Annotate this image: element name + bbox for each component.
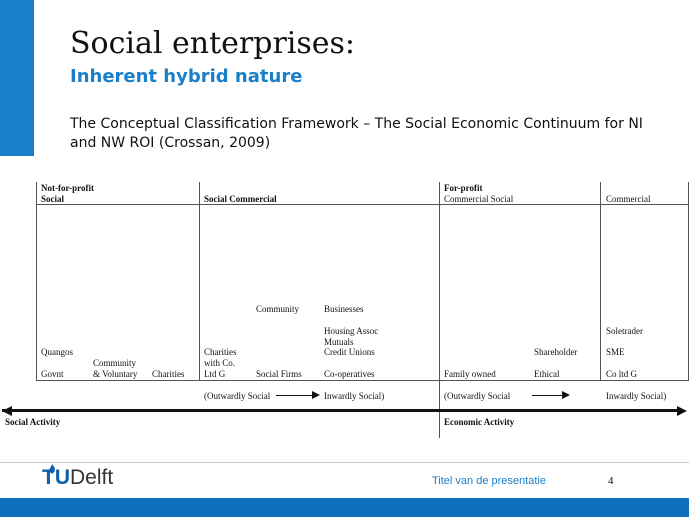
- cell-charities-co: Charities: [204, 347, 237, 357]
- header-for-profit: For-profit: [444, 183, 483, 193]
- header-social-commercial: Social Commercial: [204, 194, 277, 204]
- cell-co-ltd-g: Co ltd G: [606, 369, 638, 379]
- cell-co-operatives: Co-operatives: [324, 369, 375, 379]
- cell-businesses: Businesses: [324, 304, 364, 314]
- column-divider: [36, 182, 37, 380]
- column-divider: [439, 182, 440, 438]
- column-divider: [199, 182, 200, 380]
- footer-divider: [0, 462, 689, 463]
- page-number: 4: [608, 475, 614, 487]
- arrow-head-icon: [312, 391, 320, 399]
- column-divider: [600, 182, 601, 380]
- footer-bar: [0, 498, 689, 517]
- header-rule: [36, 204, 689, 205]
- axis-social-activity: Social Activity: [5, 417, 61, 427]
- cell-mutuals: Mutuals: [324, 337, 354, 347]
- cell-sme: SME: [606, 347, 625, 357]
- cell-govnt: Govnt: [41, 369, 64, 379]
- cell-charities: Charities: [152, 369, 185, 379]
- label-inwardly-social: Inwardly Social): [324, 391, 385, 401]
- header-social: Social: [41, 194, 65, 204]
- label-outwardly-social: (Outwardly Social: [204, 391, 271, 401]
- axis-economic-activity: Economic Activity: [444, 417, 515, 427]
- presentation-title: Titel van de presentatie: [432, 475, 546, 487]
- classification-framework: Not-for-profit Social Social Commercial …: [0, 178, 689, 438]
- arrow-right-icon: [677, 406, 687, 416]
- orientation-arrow: [276, 395, 314, 396]
- cell-ethical: Ethical: [534, 369, 560, 379]
- arrow-head-icon: [562, 391, 570, 399]
- cell-charities-co: with Co.: [204, 358, 236, 368]
- cell-shareholder: Shareholder: [534, 347, 578, 357]
- cell-housing-assoc: Housing Assoc: [324, 326, 379, 336]
- slide-subtitle: Inherent hybrid nature: [70, 66, 303, 87]
- slide-title: Social enterprises:: [70, 26, 356, 61]
- header-not-for-profit: Not-for-profit: [41, 183, 94, 193]
- slide-description: The Conceptual Classification Framework …: [70, 116, 643, 151]
- cell-quangos: Quangos: [41, 347, 73, 357]
- cell-community: Community: [256, 304, 300, 314]
- header-commercial-social: Commercial Social: [444, 194, 514, 204]
- accent-bar: [0, 0, 34, 156]
- cell-social-firms: Social Firms: [256, 369, 302, 379]
- label-outwardly-social: (Outwardly Social: [444, 391, 511, 401]
- logo-letter-u: U: [54, 466, 70, 489]
- cell-community-voluntary: & Voluntary: [93, 369, 138, 379]
- cell-credit-unions: Credit Unions: [324, 347, 375, 357]
- arrow-left-icon: [2, 406, 12, 416]
- cell-charities-co: Ltd G: [204, 369, 226, 379]
- header-commercial: Commercial: [606, 194, 651, 204]
- orientation-arrow: [532, 395, 564, 396]
- cell-soletrader: Soletrader: [606, 326, 643, 336]
- cell-community-voluntary: Community: [93, 358, 137, 368]
- flame-icon: [49, 464, 55, 474]
- bottom-rule: [36, 380, 689, 381]
- cell-family-owned: Family owned: [444, 369, 496, 379]
- logo-word-delft: Delft: [70, 466, 114, 489]
- label-inwardly-social: Inwardly Social): [606, 391, 667, 401]
- continuum-arrow: [2, 409, 677, 412]
- tudelft-logo: T U Delft: [42, 464, 114, 490]
